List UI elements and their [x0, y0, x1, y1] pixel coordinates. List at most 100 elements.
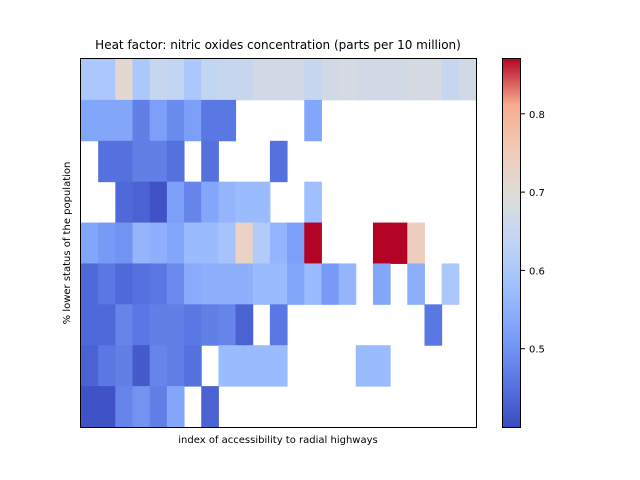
heatmap-cell	[115, 304, 134, 346]
heatmap-cell	[81, 99, 99, 142]
chart-title: Heat factor: nitric oxides concentration…	[95, 38, 461, 52]
heatmap-cell	[269, 304, 288, 346]
heatmap-cell	[149, 386, 168, 428]
heatmap-cell	[81, 59, 99, 101]
heatmap-cell	[372, 59, 391, 101]
heatmap-cell	[166, 263, 185, 305]
heatmap-cell	[98, 304, 116, 346]
heatmap-cell	[235, 222, 254, 264]
heatmap-cell	[218, 181, 237, 224]
heatmap-cell	[235, 304, 254, 346]
heatmap-cell	[338, 263, 357, 305]
heatmap-cell	[184, 99, 202, 142]
heatmap-cell	[149, 304, 168, 346]
heatmap-cell	[115, 222, 134, 264]
heatmap-cell	[424, 59, 443, 101]
heatmap-cell	[201, 59, 219, 101]
heatmap-cell	[115, 345, 134, 387]
heatmap-cell	[132, 222, 151, 264]
heatmap-cell	[132, 99, 151, 142]
heatmap-cell	[149, 99, 168, 142]
heatmap-cell	[115, 99, 134, 142]
heatmap-cell	[81, 386, 99, 428]
plot-frame	[80, 58, 477, 428]
heatmap-cell	[269, 59, 288, 101]
heatmap-cell	[304, 59, 322, 101]
heatmap-cell	[441, 59, 460, 101]
heatmap-cell	[184, 222, 202, 264]
heatmap-cell	[132, 59, 151, 101]
heatmap-cell	[218, 99, 237, 142]
heatmap-cell	[201, 386, 219, 428]
heatmap-cell	[115, 263, 134, 305]
heatmap-cell	[132, 386, 151, 428]
y-axis-label: % lower status of the population	[62, 162, 73, 325]
heatmap-cell	[149, 345, 168, 387]
heatmap-cell	[287, 59, 305, 101]
heatmap-cell	[115, 386, 134, 428]
heatmap-cell	[407, 263, 425, 305]
heatmap-cell	[269, 140, 288, 183]
heatmap-cell	[355, 345, 374, 387]
heatmap-cell	[235, 181, 254, 224]
heatmap-cell	[372, 263, 391, 305]
heatmap-cell	[304, 99, 322, 142]
heatmap-cell	[98, 99, 116, 142]
heatmap-cell	[98, 345, 116, 387]
heatmap-cell	[81, 222, 99, 264]
heatmap-cells	[81, 59, 477, 428]
heatmap-cell	[338, 59, 357, 101]
heatmap-cell	[201, 222, 219, 264]
heatmap-cell	[201, 304, 219, 346]
heatmap-cell	[184, 263, 202, 305]
heatmap-cell	[98, 222, 116, 264]
heatmap-cell	[372, 222, 391, 264]
heatmap-cell	[149, 222, 168, 264]
colorbar-ticks: 0.5 0.6 0.7 0.8	[521, 110, 545, 356]
heatmap-cell	[355, 59, 374, 101]
colorbar-tick-label: 0.7	[529, 188, 545, 199]
heatmap-cell	[149, 140, 168, 183]
heatmap-cell	[98, 263, 116, 305]
heatmap-cell	[390, 222, 408, 264]
heatmap-cell	[252, 345, 271, 387]
heatmap-cell	[407, 59, 425, 101]
heatmap-cell	[98, 140, 116, 183]
heatmap-cell	[321, 263, 340, 305]
heatmap-cell	[81, 345, 99, 387]
heatmap-cell	[287, 263, 305, 305]
heatmap-cell	[441, 263, 460, 305]
heatmap-cell	[115, 140, 134, 183]
heatmap-cell	[218, 222, 237, 264]
heatmap-cell	[132, 345, 151, 387]
colorbar-tick-label: 0.8	[529, 110, 545, 121]
heatmap-cell	[184, 181, 202, 224]
heatmap-cell	[252, 263, 271, 305]
heatmap-cell	[201, 181, 219, 224]
heatmap-cell	[184, 304, 202, 346]
heatmap-cell	[184, 59, 202, 101]
heatmap-cell	[149, 181, 168, 224]
heatmap-cell	[81, 304, 99, 346]
heatmap-cell	[166, 345, 185, 387]
heatmap-cell	[201, 263, 219, 305]
x-axis-label: index of accessibility to radial highway…	[178, 435, 377, 446]
heatmap-cell	[407, 222, 425, 264]
heatmap-cell	[166, 99, 185, 142]
heatmap-cell	[115, 59, 134, 101]
heatmap-cell	[166, 140, 185, 183]
heatmap-cell	[304, 181, 322, 224]
heatmap-cell	[390, 59, 408, 101]
heatmap-cell	[218, 345, 237, 387]
heatmap-cell	[98, 386, 116, 428]
heatmap-cell	[269, 263, 288, 305]
heatmap-cell	[218, 304, 237, 346]
heatmap-cell	[149, 59, 168, 101]
heatmap-cell	[235, 263, 254, 305]
heatmap-cell	[252, 222, 271, 264]
heatmap-cell	[304, 263, 322, 305]
heatmap-cell	[184, 345, 202, 387]
heatmap-cell	[372, 345, 391, 387]
heatmap-cell	[287, 222, 305, 264]
